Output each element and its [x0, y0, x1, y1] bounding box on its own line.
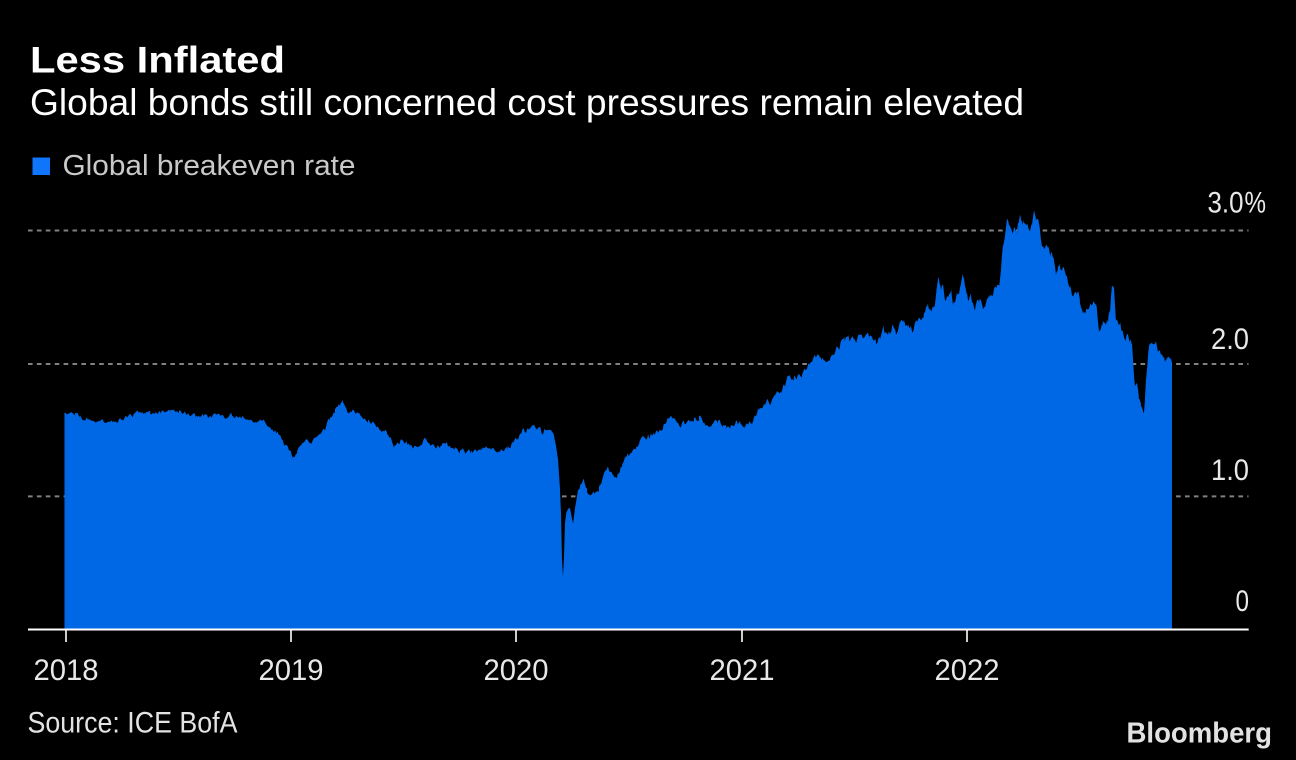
- svg-text:Source: ICE BofA: Source: ICE BofA: [28, 707, 238, 740]
- svg-text:Less Inflated: Less Inflated: [30, 40, 285, 81]
- svg-text:2019: 2019: [259, 654, 324, 687]
- svg-text:1.0: 1.0: [1211, 454, 1249, 487]
- svg-text:2018: 2018: [34, 654, 99, 687]
- svg-text:2020: 2020: [484, 654, 549, 687]
- svg-text:Global bonds still concerned c: Global bonds still concerned cost pressu…: [30, 82, 1024, 123]
- svg-text:2.0: 2.0: [1211, 323, 1249, 356]
- svg-text:3.0: 3.0: [1208, 187, 1244, 220]
- svg-text:Bloomberg: Bloomberg: [1127, 718, 1273, 750]
- svg-text:%: %: [1245, 187, 1267, 220]
- svg-text:2021: 2021: [710, 654, 775, 687]
- svg-text:Global breakeven rate: Global breakeven rate: [63, 150, 356, 182]
- svg-text:2022: 2022: [935, 654, 1000, 687]
- svg-text:0: 0: [1236, 585, 1250, 618]
